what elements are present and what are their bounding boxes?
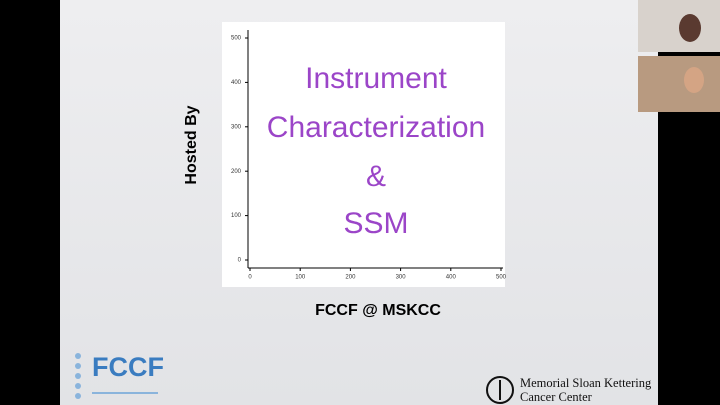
y-tick-label: 100 [231,213,242,219]
logo-left: FCCF [92,352,164,382]
participant [684,67,704,93]
y-tick-label: 400 [231,80,242,86]
plot-frame [222,22,505,287]
slide-title-line: Characterization [267,111,485,144]
x-tick-label: 0 [248,275,252,281]
y-tick-label: 500 [231,36,242,42]
y-label: Hosted By [183,105,200,184]
plot: 0 100 200 300 400 500 0 100 200 300 400 500 Instrume… [231,30,507,281]
x-label: FCCF @ MSKCC [315,302,441,319]
msk-icon [486,376,514,404]
video-tile [638,0,720,52]
participant [679,14,701,42]
y-tick-label: 0 [238,258,242,264]
slide-title-line: Instrument [305,62,447,95]
x-tick-label: 300 [396,275,407,281]
y-tick-label: 200 [231,169,242,175]
logo-right-line: Memorial Sloan Kettering [520,376,652,390]
slide-title-line: SSM [343,207,408,240]
video-tile [638,56,720,112]
x-tick-label: 500 [496,275,507,281]
x-tick-label: 200 [345,275,356,281]
logo-right-line: Cancer Center [520,390,593,404]
logo-dots [75,353,81,399]
x-tick-label: 400 [446,275,457,281]
x-tick-label: 100 [295,275,306,281]
y-tick-label: 300 [231,124,242,130]
slide-title-line: & [366,160,386,193]
